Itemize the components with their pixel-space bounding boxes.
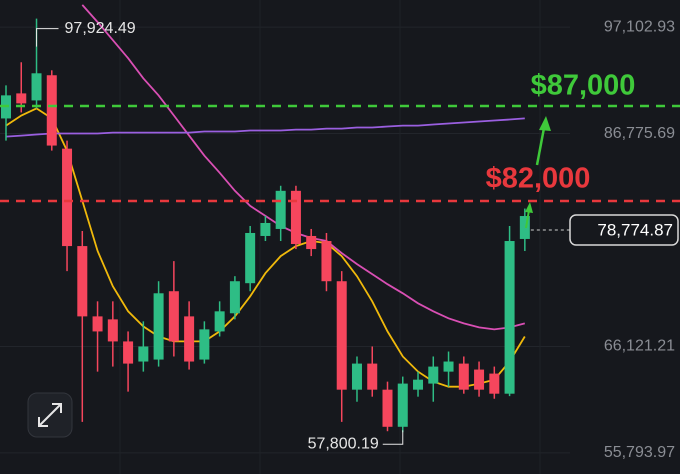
y-tick-label: 66,121.21 — [604, 338, 675, 355]
candle-body — [168, 291, 179, 342]
candles — [1, 18, 530, 433]
candle-body — [31, 73, 42, 101]
arrow-green — [535, 116, 551, 166]
high-leader — [36, 28, 59, 47]
low-label: 57,800.19 — [308, 435, 379, 452]
candle-body — [336, 281, 347, 390]
candle-body — [504, 241, 515, 394]
ma-line — [81, 4, 526, 331]
candle-body — [458, 363, 469, 390]
last-price-label: 78,774.87 — [597, 221, 673, 240]
low-leader — [382, 430, 404, 445]
candle-body — [321, 241, 332, 282]
candle-body — [214, 311, 225, 332]
expand-button[interactable] — [27, 392, 73, 438]
annotation-87000: $87,000 — [531, 70, 636, 102]
candle-body — [16, 93, 27, 104]
candle-body — [260, 222, 271, 236]
candle-body — [184, 316, 195, 362]
candle-body — [245, 232, 256, 284]
last-price-box — [569, 214, 679, 246]
candle-body — [153, 293, 164, 360]
candle-body — [199, 329, 210, 360]
candle-body — [275, 190, 286, 229]
candle-body — [474, 369, 485, 390]
ma-line — [5, 107, 526, 388]
candle-body — [367, 363, 378, 390]
candle-body — [107, 319, 118, 342]
candle-body — [351, 363, 362, 390]
candle-body — [519, 216, 530, 239]
candle-body — [290, 190, 301, 245]
annotation-82000: $82,000 — [486, 163, 591, 195]
candle-body — [138, 346, 149, 362]
candle-body — [46, 75, 57, 146]
candle-body — [77, 246, 88, 317]
candle-body — [489, 373, 500, 394]
y-tick-label: 97,102.93 — [604, 18, 675, 35]
ma-line — [5, 117, 525, 138]
candle-body — [306, 235, 317, 250]
y-axis: 97,102.93 86,775.69 66,121.21 55,793.97 — [604, 18, 675, 461]
y-tick-label: 86,775.69 — [604, 125, 675, 142]
candle-body — [428, 366, 439, 384]
arrow-small — [525, 202, 533, 229]
candle-body — [443, 361, 454, 372]
candle-body — [382, 389, 393, 427]
candle-body — [229, 281, 240, 314]
moving-averages — [5, 4, 526, 388]
y-tick-label: 55,793.97 — [604, 444, 675, 461]
candle-body — [123, 341, 134, 364]
candle-body — [397, 383, 408, 427]
high-label: 97,924.49 — [65, 20, 136, 37]
candle-body — [413, 379, 424, 390]
labels: 97,924.49 57,800.19 78,774.87 — [36, 20, 679, 452]
candle-body — [62, 148, 73, 247]
candle-body — [92, 316, 103, 332]
